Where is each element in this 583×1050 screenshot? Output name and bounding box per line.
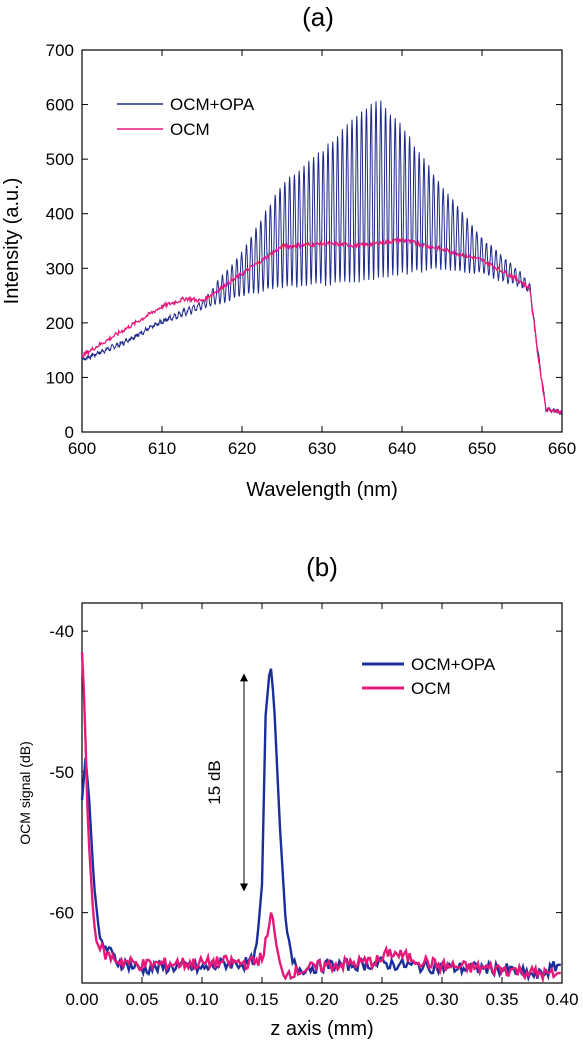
panel-b-ytick-label: -60: [49, 904, 74, 923]
panel-a-ytick-label: 200: [46, 314, 74, 333]
panel-b-xtick-label: 0.05: [125, 990, 158, 1009]
panel-b-ytick-label: -50: [49, 763, 74, 782]
panel-b-xtick-label: 0.20: [305, 990, 338, 1009]
legend-a-label: OCM+OPA: [170, 95, 255, 114]
series-ocm-line: [81, 236, 562, 416]
panel-a-xtick-label: 610: [148, 439, 176, 458]
series-b-ocm-line: [80, 652, 561, 984]
panel-a-ytick-label: 700: [46, 41, 74, 60]
legend-b-label: OCM+OPA: [411, 655, 496, 674]
annotation-label: 15 dB: [205, 760, 224, 804]
panel-a-ytick-label: 300: [46, 259, 74, 278]
panel-b-ytick-label: -40: [49, 622, 74, 641]
panel-a-legend: OCM+OPA OCM: [117, 95, 255, 139]
series-ocm-opa-line: [81, 100, 563, 415]
annotation-arrow-head-top: [240, 673, 248, 682]
panel-b-xtick-label: 0.40: [545, 990, 578, 1009]
panel-a-label: (a): [302, 2, 334, 32]
panel-a-ytick-label: 500: [46, 150, 74, 169]
panel-b-xtick-label: 0.25: [365, 990, 398, 1009]
panel-a-xlabel: Wavelength (nm): [246, 479, 398, 501]
panel-b-xtick-label: 0.15: [245, 990, 278, 1009]
series-b-ocm-opa-line: [80, 668, 561, 983]
panel-a-xtick-label: 640: [388, 439, 416, 458]
panel-b-xtick-label: 0.10: [185, 990, 218, 1009]
panel-b-label: (b): [306, 552, 338, 582]
panel-a-xtick-label: 660: [548, 439, 576, 458]
panel-a-ytick-label: 400: [46, 205, 74, 224]
panel-b-xtick-label: 0.00: [65, 990, 98, 1009]
panel-b-legend: OCM+OPA OCM: [362, 655, 496, 698]
panel-a-ytick-label: 0: [65, 423, 74, 442]
panel-b-xtick-label: 0.35: [485, 990, 518, 1009]
panel-b-annotation: 15 dB: [205, 673, 248, 892]
annotation-arrow-head-bottom: [240, 883, 248, 892]
panel-a-ytick-label: 100: [46, 368, 74, 387]
panel-b-ylabel: OCM signal (dB): [17, 741, 33, 844]
panel-a-ylabel: Intensity (a.u.): [1, 178, 23, 305]
legend-b-label: OCM: [411, 679, 451, 698]
panel-b-xlabel: z axis (mm): [270, 1018, 373, 1040]
panel-a-xtick-label: 650: [468, 439, 496, 458]
panel-a-xtick-label: 600: [68, 439, 96, 458]
panel-a-plot: 600 610 620 630 640 650 660 0 100 200 300 400 500 600…: [46, 41, 577, 458]
panel-a-ytick-label: 600: [46, 96, 74, 115]
panel-b-plot: 0.00 0.05 0.10 0.15 0.20 0.25 0.30 0.35 0.40 -40 -…: [49, 602, 579, 1009]
panel-a-xtick-label: 630: [308, 439, 336, 458]
panel-b-xtick-label: 0.30: [425, 990, 458, 1009]
legend-a-label: OCM: [170, 120, 210, 139]
panel-a-xtick-label: 620: [228, 439, 256, 458]
